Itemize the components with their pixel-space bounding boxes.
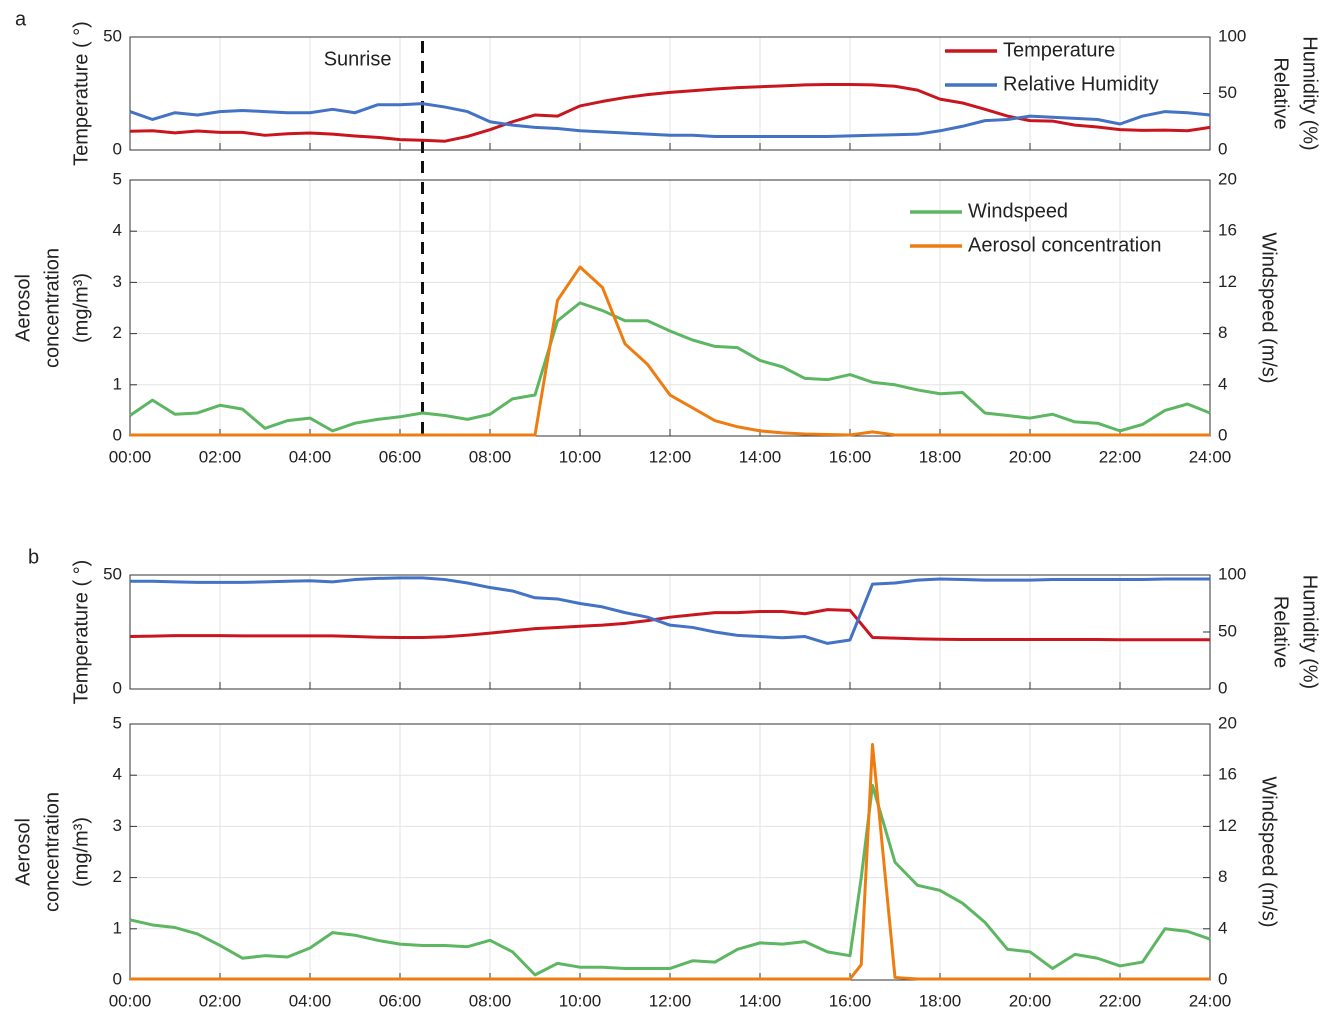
y2-axis-title: Humidity (%) xyxy=(1299,36,1321,150)
y-axis-title: Aerosol xyxy=(12,274,34,342)
y2-tick-label: 0 xyxy=(1218,139,1227,158)
y-tick-label: 0 xyxy=(113,969,122,988)
y-tick-label: 2 xyxy=(113,323,122,342)
x-tick-label: 16:00 xyxy=(829,447,872,466)
x-tick-label: 14:00 xyxy=(739,447,782,466)
x-tick-label: 24:00 xyxy=(1189,991,1232,1010)
y2-tick-label: 16 xyxy=(1218,221,1237,240)
x-tick-label: 12:00 xyxy=(649,991,692,1010)
y-tick-label: 4 xyxy=(113,221,122,240)
x-tick-label: 10:00 xyxy=(559,447,602,466)
panel: 00:00 02:00 04:00 06:00 08:00 10:00 12:00 14:00… xyxy=(12,169,1279,466)
legend-label: Temperature xyxy=(1003,39,1115,61)
y2-tick-label: 0 xyxy=(1218,969,1227,988)
x-tick-label: 00:00 xyxy=(109,447,152,466)
x-tick-label: 12:00 xyxy=(649,447,692,466)
x-tick-label: 10:00 xyxy=(559,991,602,1010)
plot-frame xyxy=(129,179,1211,437)
y2-tick-label: 12 xyxy=(1218,816,1237,835)
x-tick-label: 08:00 xyxy=(469,447,512,466)
y-tick-label: 50 xyxy=(103,26,122,45)
plot-frame xyxy=(129,36,1211,151)
x-tick-label: 24:00 xyxy=(1189,447,1232,466)
y-axis-title: concentration xyxy=(41,792,63,912)
y2-axis-title: Windspeed (m/s) xyxy=(1258,776,1280,927)
series-line xyxy=(129,301,1211,433)
y-tick-label: 1 xyxy=(113,374,122,393)
y2-tick-label: 0 xyxy=(1218,678,1227,697)
annotation: Sunrise xyxy=(324,48,392,70)
panel: 00:00 02:00 04:00 06:00 08:00 10:00 12:00 14:00… xyxy=(12,713,1279,1010)
y-tick-label: 1 xyxy=(113,918,122,937)
y-tick-label: 2 xyxy=(113,867,122,886)
y2-tick-label: 100 xyxy=(1218,564,1246,583)
x-tick-label: 18:00 xyxy=(919,991,962,1010)
panel-label: b xyxy=(28,546,39,568)
panel: 0 50 0 50 100 Temperature ( °) Relative Humidit… xyxy=(15,8,1321,180)
x-tick-label: 06:00 xyxy=(379,447,422,466)
legend-label: Relative Humidity xyxy=(1003,73,1159,95)
x-tick-label: 02:00 xyxy=(199,447,242,466)
x-tick-label: 16:00 xyxy=(829,991,872,1010)
y2-tick-label: 4 xyxy=(1218,374,1227,393)
y-tick-label: 5 xyxy=(113,713,122,732)
x-tick-label: 08:00 xyxy=(469,991,512,1010)
x-tick-label: 22:00 xyxy=(1099,991,1142,1010)
y-axis-title: (mg/m³) xyxy=(70,817,92,887)
y2-tick-label: 50 xyxy=(1218,83,1237,102)
y2-tick-label: 50 xyxy=(1218,621,1237,640)
y2-axis-title: Relative xyxy=(1270,57,1292,129)
y2-tick-label: 20 xyxy=(1218,169,1237,188)
y2-tick-label: 100 xyxy=(1218,26,1246,45)
y-axis-title: (mg/m³) xyxy=(70,273,92,343)
y-tick-label: 3 xyxy=(113,272,122,291)
y-tick-label: 50 xyxy=(103,564,122,583)
y-tick-label: 4 xyxy=(113,765,122,784)
series-line xyxy=(129,82,1211,143)
x-tick-label: 18:00 xyxy=(919,447,962,466)
x-tick-label: 20:00 xyxy=(1009,447,1052,466)
y2-tick-label: 8 xyxy=(1218,867,1227,886)
series-line xyxy=(129,783,1211,977)
y2-axis-title: Humidity (%) xyxy=(1299,575,1321,689)
panel-label: a xyxy=(15,8,27,30)
y-axis-title: concentration xyxy=(41,248,63,368)
x-tick-label: 04:00 xyxy=(289,447,332,466)
y2-tick-label: 20 xyxy=(1218,713,1237,732)
panel: 0 50 0 50 100 Temperature ( °) Relative Humidit… xyxy=(28,546,1321,704)
y-axis-title: Aerosol xyxy=(12,818,34,886)
y2-tick-label: 0 xyxy=(1218,425,1227,444)
y2-tick-label: 8 xyxy=(1218,323,1227,342)
y-tick-label: 3 xyxy=(113,816,122,835)
series-line xyxy=(129,102,1211,138)
y2-tick-label: 16 xyxy=(1218,765,1237,784)
y-axis-title: Temperature ( °) xyxy=(70,560,92,705)
y-tick-label: 0 xyxy=(113,678,122,697)
y-tick-label: 5 xyxy=(113,169,122,188)
x-tick-label: 06:00 xyxy=(379,991,422,1010)
y2-axis-title: Windspeed (m/s) xyxy=(1258,232,1280,383)
series-line xyxy=(130,576,1210,645)
legend-label: Aerosol concentration xyxy=(968,234,1161,256)
series-line xyxy=(130,742,1210,981)
plot-frame xyxy=(129,574,1211,690)
x-tick-label: 20:00 xyxy=(1009,991,1052,1010)
x-tick-label: 02:00 xyxy=(199,991,242,1010)
x-tick-label: 00:00 xyxy=(109,991,152,1010)
y-tick-label: 0 xyxy=(113,425,122,444)
legend-label: Windspeed xyxy=(968,200,1068,222)
y-tick-label: 0 xyxy=(113,139,122,158)
x-tick-label: 22:00 xyxy=(1099,447,1142,466)
y2-tick-label: 12 xyxy=(1218,272,1237,291)
series-line xyxy=(130,265,1210,437)
y-axis-title: Temperature ( °) xyxy=(70,21,92,166)
series-line xyxy=(129,608,1210,642)
x-tick-label: 04:00 xyxy=(289,991,332,1010)
y2-tick-label: 4 xyxy=(1218,918,1227,937)
x-tick-label: 14:00 xyxy=(739,991,782,1010)
y2-axis-title: Relative xyxy=(1270,596,1292,668)
